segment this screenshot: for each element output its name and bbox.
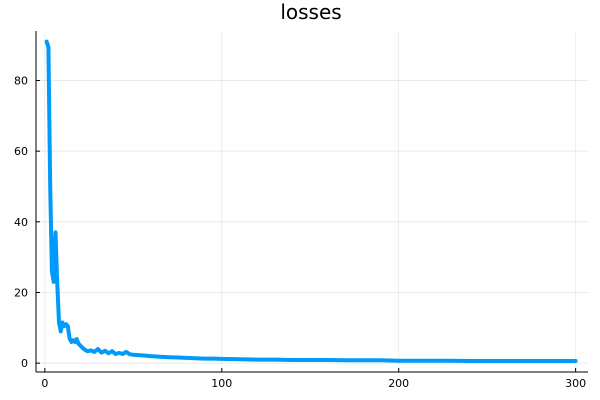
series-layer <box>44 39 578 363</box>
x-tick-label: 0 <box>41 377 48 390</box>
y-tick-label: 80 <box>14 74 28 87</box>
chart-title: losses <box>280 0 341 24</box>
y-tick-label: 60 <box>14 145 28 158</box>
tick-labels: 0 100 200 300 0 20 40 60 80 <box>14 74 586 390</box>
y-tick-label: 0 <box>21 357 28 370</box>
x-tick-label: 200 <box>388 377 409 390</box>
x-tick-label: 100 <box>211 377 232 390</box>
axes <box>35 31 588 373</box>
loss-series-line <box>44 39 578 363</box>
grid <box>36 31 588 372</box>
y-tick-label: 40 <box>14 216 28 229</box>
x-tick-label: 300 <box>565 377 586 390</box>
y-tick-label: 20 <box>14 286 28 299</box>
